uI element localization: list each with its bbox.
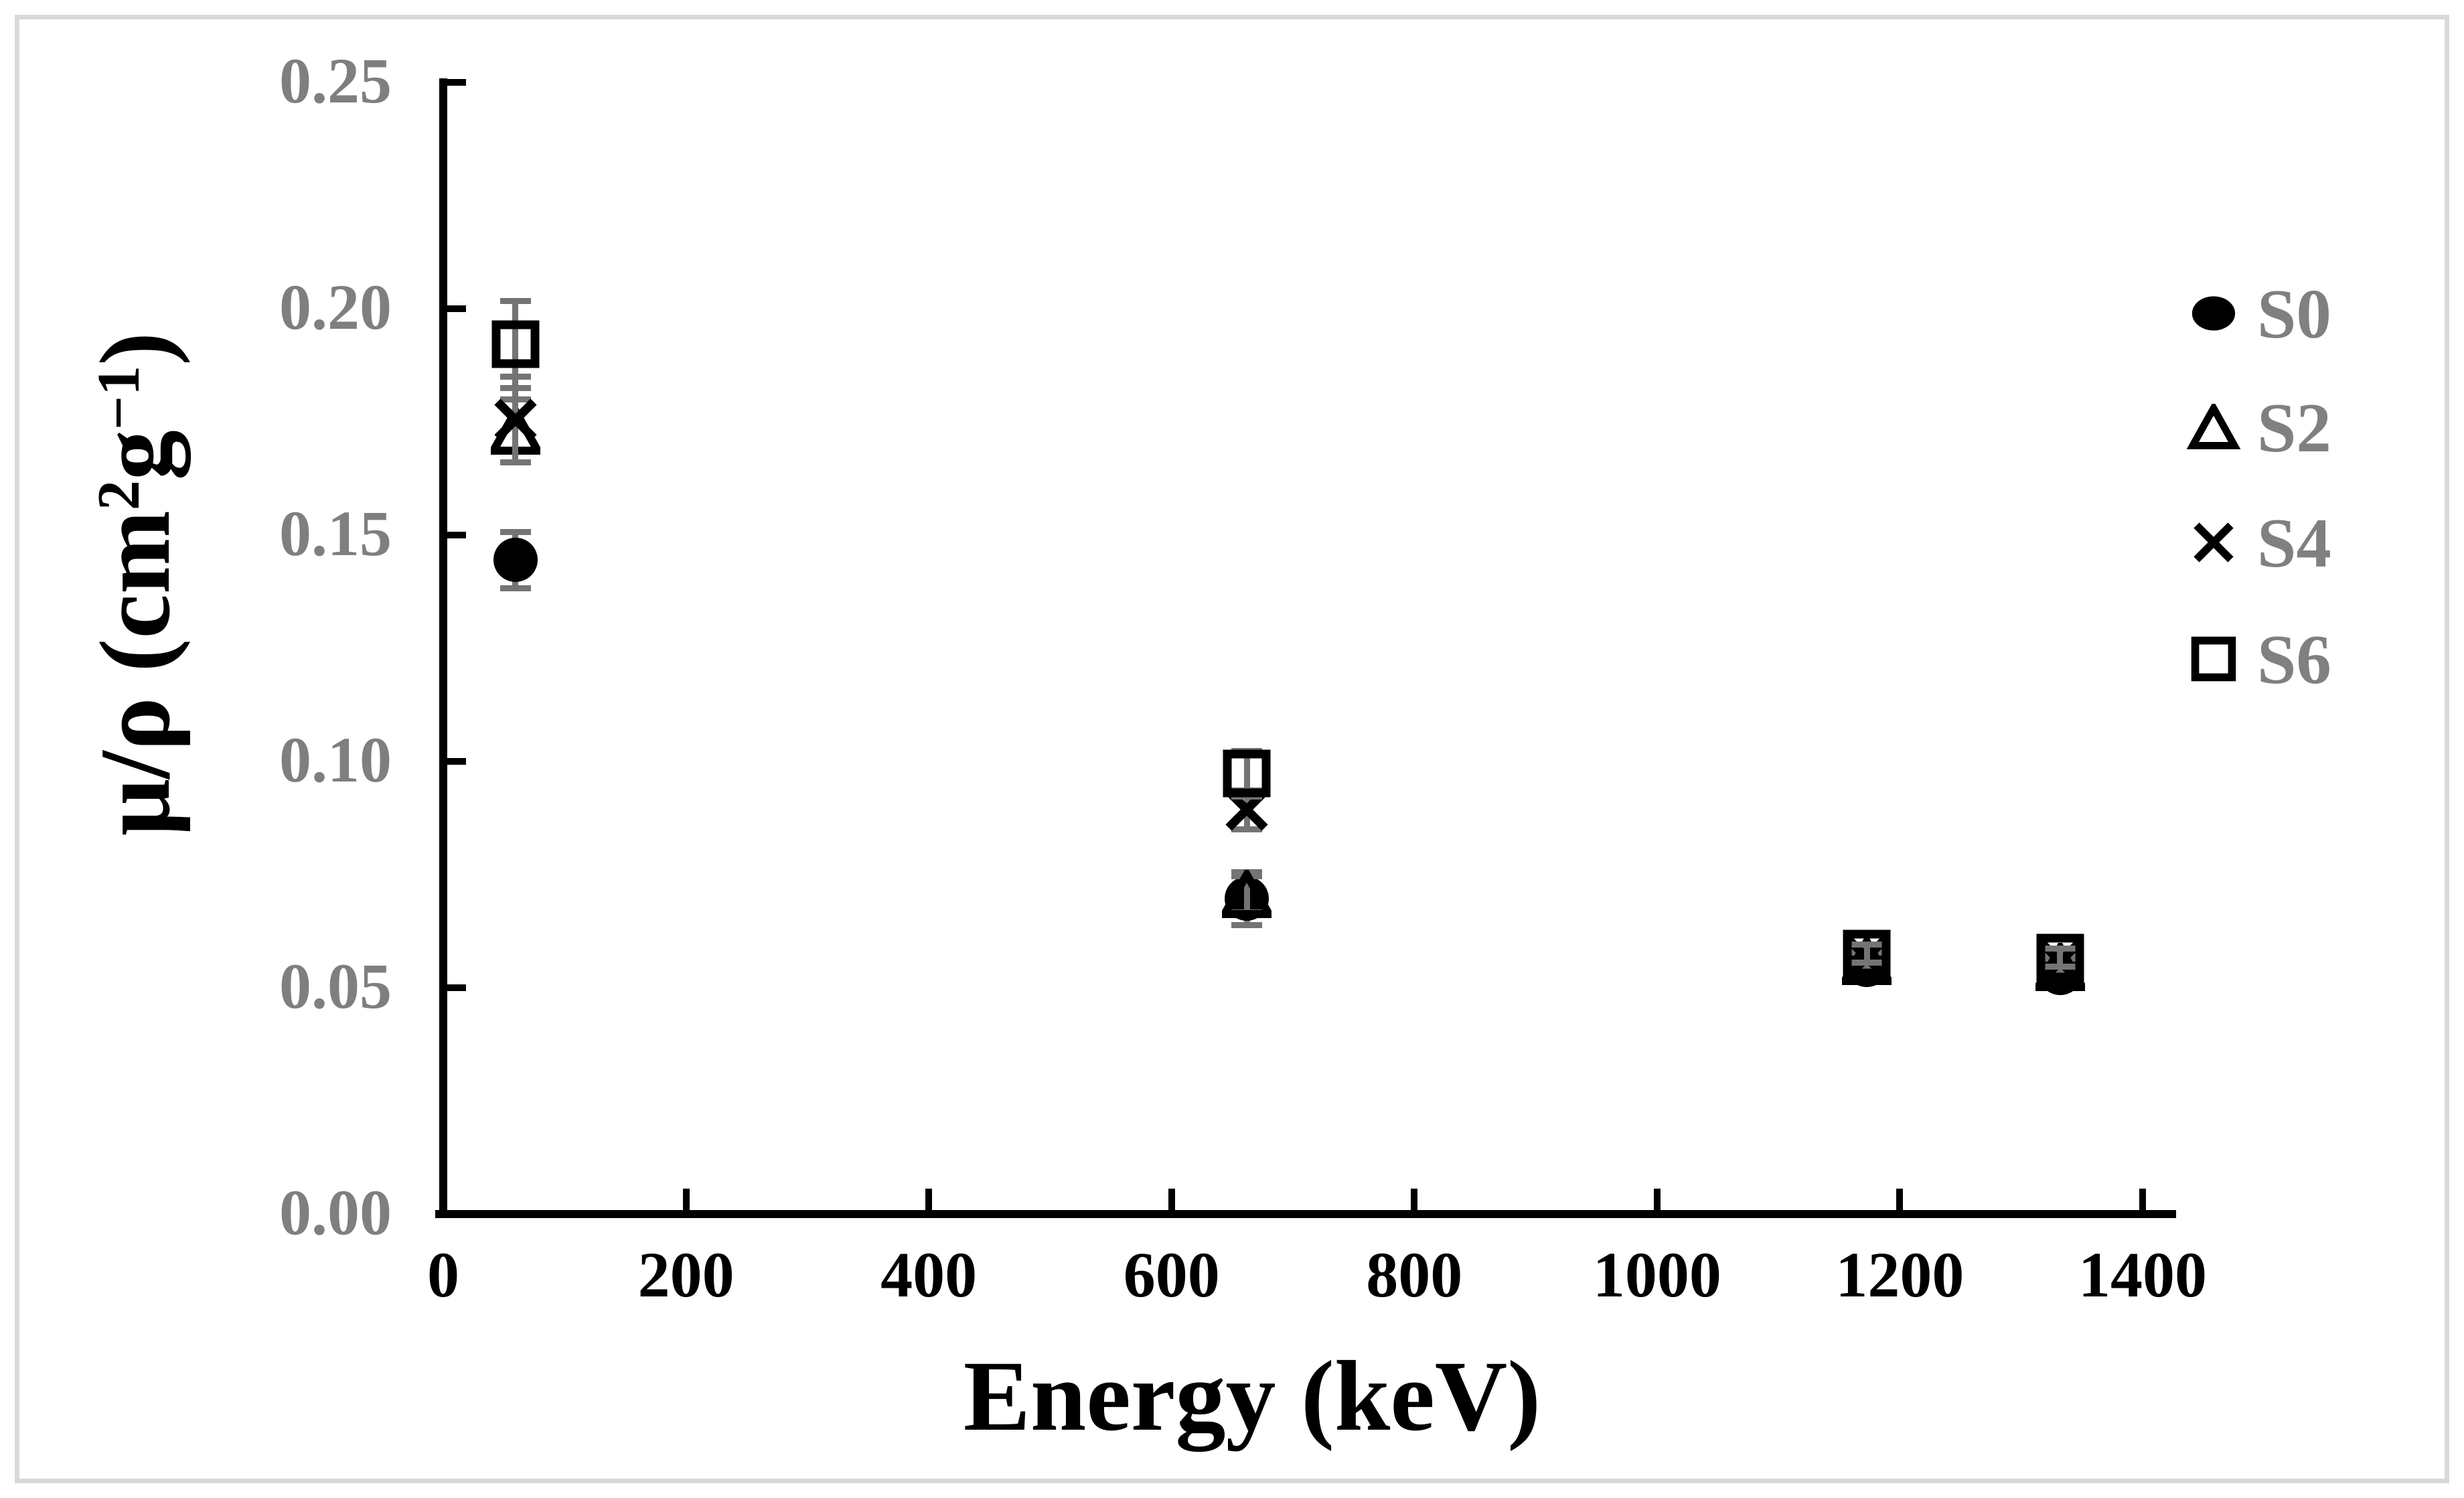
- error-bar: [512, 301, 519, 388]
- x-tick-label: 200: [637, 1239, 735, 1310]
- legend-item-label: S4: [2257, 503, 2331, 582]
- legend-item-s0: S0: [2185, 273, 2331, 354]
- error-bar-cap: [499, 585, 531, 591]
- error-bar-cap: [499, 384, 531, 391]
- error-bar-cap: [1231, 826, 1263, 832]
- legend-marker-filled-circle-icon: [2185, 290, 2242, 337]
- legend-item-s2: S2: [2185, 387, 2331, 467]
- error-bar: [2057, 948, 2064, 967]
- legend-item-label: S2: [2257, 388, 2331, 467]
- error-bar: [1863, 944, 1870, 963]
- legend-item-s4: S4: [2185, 502, 2331, 583]
- y-tick: [443, 305, 466, 312]
- y-tick-label: 0.25: [279, 45, 392, 117]
- marker-s6-open-square-icon: [2035, 933, 2085, 982]
- error-bar-cap: [1851, 959, 1883, 966]
- error-bar: [1243, 876, 1250, 913]
- x-tick: [1168, 1189, 1175, 1211]
- y-tick: [443, 532, 466, 538]
- error-bar-cap: [499, 528, 531, 535]
- marker-s6-open-square-icon: [1842, 929, 1892, 978]
- legend-item-s6: S6: [2185, 619, 2331, 699]
- x-tick: [2139, 1189, 2146, 1211]
- error-bar-cap: [1231, 921, 1263, 928]
- x-tick: [682, 1189, 690, 1211]
- x-tick-label: 0: [427, 1239, 459, 1310]
- x-tick-label: 1000: [1592, 1239, 1721, 1310]
- legend-marker-x-cross-icon: [2185, 519, 2242, 566]
- y-tick-label: 0.15: [279, 498, 392, 570]
- y-tick-label: 0.10: [279, 724, 392, 796]
- y-axis-title-superscript: 2: [86, 480, 152, 511]
- y-axis-title-text: μ/ρ (cm: [80, 510, 191, 836]
- x-tick-label: 1200: [1835, 1239, 1965, 1310]
- x-axis-line: [435, 1210, 2176, 1218]
- y-axis-title-text: g: [80, 430, 191, 481]
- x-axis-title: Energy (keV): [963, 1341, 1541, 1452]
- error-bar: [1243, 751, 1250, 797]
- y-tick: [443, 79, 466, 86]
- x-tick-label: 400: [880, 1239, 978, 1310]
- marker-s4-x-cross-icon: [491, 395, 540, 445]
- y-axis-title: μ/ρ (cm2g−1): [80, 332, 191, 836]
- legend-marker-open-square-icon: [2185, 635, 2242, 682]
- marker-s6-open-square-icon: [491, 319, 540, 369]
- marker-s2-open-triangle-icon: [1222, 869, 1272, 919]
- y-tick: [443, 984, 466, 991]
- y-tick-label: 0.20: [279, 271, 392, 344]
- error-bar-cap: [2044, 968, 2076, 974]
- figure-border: [15, 15, 2449, 1483]
- marker-s6-open-square-icon: [1222, 749, 1272, 798]
- y-tick: [443, 758, 466, 765]
- error-bar-cap: [1851, 963, 1883, 970]
- error-bar-cap: [499, 298, 531, 304]
- marker-s0-filled-circle-icon: [491, 535, 540, 585]
- y-tick-label: 0.00: [279, 1177, 392, 1249]
- error-bar-cap: [1851, 941, 1883, 948]
- x-tick-label: 800: [1366, 1239, 1463, 1310]
- legend-item-label: S6: [2257, 619, 2331, 698]
- legend-item-label: S0: [2257, 274, 2331, 353]
- error-bar-cap: [499, 459, 531, 466]
- y-axis-title-text: ): [80, 331, 191, 366]
- x-tick: [1411, 1189, 1418, 1211]
- y-tick-label: 0.05: [279, 950, 392, 1023]
- y-axis-title-superscript: −1: [86, 365, 152, 431]
- error-bar-cap: [2044, 964, 2076, 970]
- x-tick: [1896, 1189, 1904, 1211]
- x-tick-label: 1400: [2078, 1239, 2207, 1310]
- legend-marker-open-triangle-icon: [2185, 404, 2242, 451]
- x-tick: [1653, 1189, 1661, 1211]
- x-tick-label: 600: [1123, 1239, 1220, 1310]
- x-tick: [925, 1189, 933, 1211]
- y-axis-line: [439, 78, 447, 1218]
- error-bar-cap: [2044, 946, 2076, 952]
